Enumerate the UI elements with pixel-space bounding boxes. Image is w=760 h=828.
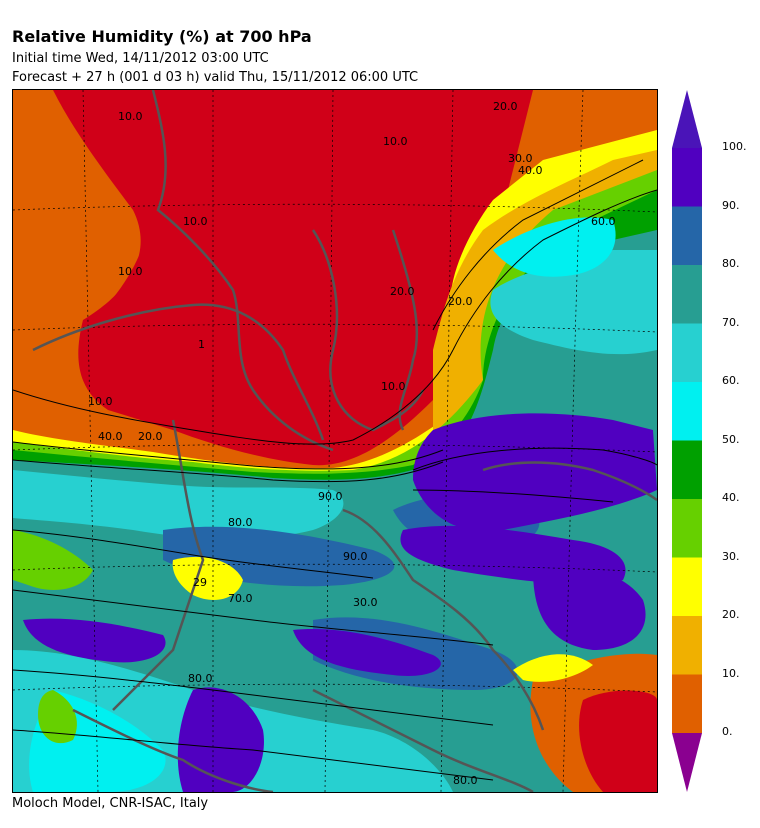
colorbar-band xyxy=(672,616,702,675)
contour-label: 20.0 xyxy=(138,430,163,443)
band-yellow-southeast xyxy=(513,654,593,682)
colorbar-band xyxy=(672,265,702,324)
colorbar xyxy=(672,90,702,792)
colorbar-tick-label: 0. xyxy=(722,725,733,738)
colorbar-band xyxy=(672,557,702,617)
contour-label: 40.0 xyxy=(98,430,123,443)
contour-label: 30.0 xyxy=(508,152,533,165)
colorbar-tick-label: 90. xyxy=(722,198,740,212)
colorbar-tick-label: 30. xyxy=(722,549,740,563)
band-cyan-2 xyxy=(490,250,657,355)
contour-label: 30.0 xyxy=(353,596,378,609)
band-cyan-1 xyxy=(13,470,344,540)
band-purple-3 xyxy=(533,566,646,650)
contour-label: 1 xyxy=(198,338,205,351)
colorbar-tick-label: 70. xyxy=(722,315,740,329)
band-purple-1 xyxy=(413,413,657,532)
contour-lines xyxy=(13,159,657,781)
contour-label: 10.0 xyxy=(118,265,143,278)
contour-label: 10.0 xyxy=(88,395,113,408)
contour-label: 90.0 xyxy=(318,490,343,503)
colorbar-under-arrow xyxy=(672,733,702,792)
contour-label: 10.0 xyxy=(183,215,208,228)
band-cyan-5 xyxy=(493,217,616,277)
band-purple-6 xyxy=(23,618,166,663)
colorbar-tick-label: 60. xyxy=(722,374,740,387)
band-red-southeast xyxy=(579,690,657,792)
colorbar-tick-label: 10. xyxy=(722,666,740,680)
colorbar-band xyxy=(672,440,702,500)
contour-label: 70.0 xyxy=(228,592,253,605)
colorbar-band xyxy=(672,206,702,266)
humidity-field: 10.0 10.0 10.0 1 10.0 10.0 20.0 30.0 40.… xyxy=(13,90,657,792)
map-title: Relative Humidity (%) at 700 hPa xyxy=(12,27,312,46)
colorbar-tick-label: 100. xyxy=(722,140,747,153)
colorbar-band xyxy=(672,499,702,558)
model-credit: Moloch Model, CNR-ISAC, Italy xyxy=(12,796,209,811)
humidity-map: 10.0 10.0 10.0 1 10.0 10.0 20.0 30.0 40.… xyxy=(12,89,658,793)
band-yellow-south xyxy=(172,556,243,600)
contour-label: 20.0 xyxy=(390,285,415,298)
colorbar-band xyxy=(672,674,702,734)
colorbar-over-arrow xyxy=(672,90,702,148)
colorbar-band xyxy=(672,382,702,441)
coastlines xyxy=(32,90,657,792)
contour-label: 80.0 xyxy=(188,672,213,685)
band-green-south-2 xyxy=(38,690,77,744)
contour-label: 60.0 xyxy=(591,215,616,228)
graticule xyxy=(13,90,657,792)
colorbar-tick-label: 20. xyxy=(722,608,740,621)
contour-label: 29 xyxy=(193,576,207,589)
contour-label: 80.0 xyxy=(228,516,253,529)
contour-label: 40.0 xyxy=(518,164,543,177)
band-red-north xyxy=(73,90,483,446)
colorbar-tick-label: 80. xyxy=(722,257,740,270)
contour-label: 20.0 xyxy=(448,295,473,308)
contour-label: 80.0 xyxy=(453,774,478,787)
contour-label-group: 10.0 10.0 10.0 1 10.0 10.0 20.0 30.0 40.… xyxy=(88,100,616,787)
contour-label: 10.0 xyxy=(118,110,143,123)
band-purple-5 xyxy=(293,629,441,676)
contour-label: 90.0 xyxy=(343,550,368,563)
colorbar-tick-label: 50. xyxy=(722,432,740,446)
initial-time: Initial time Wed, 14/11/2012 03:00 UTC xyxy=(12,51,269,66)
colorbar-band xyxy=(672,323,702,383)
forecast-valid-time: Forecast + 27 h (001 d 03 h) valid Thu, … xyxy=(12,70,419,85)
colorbar-band xyxy=(672,148,702,207)
contour-label: 10.0 xyxy=(383,135,408,148)
band-purple-4 xyxy=(177,687,264,792)
contour-label: 20.0 xyxy=(493,100,518,113)
colorbar-tick-label: 40. xyxy=(722,491,740,504)
band-green-south xyxy=(13,530,93,590)
contour-label: 10.0 xyxy=(381,380,406,393)
